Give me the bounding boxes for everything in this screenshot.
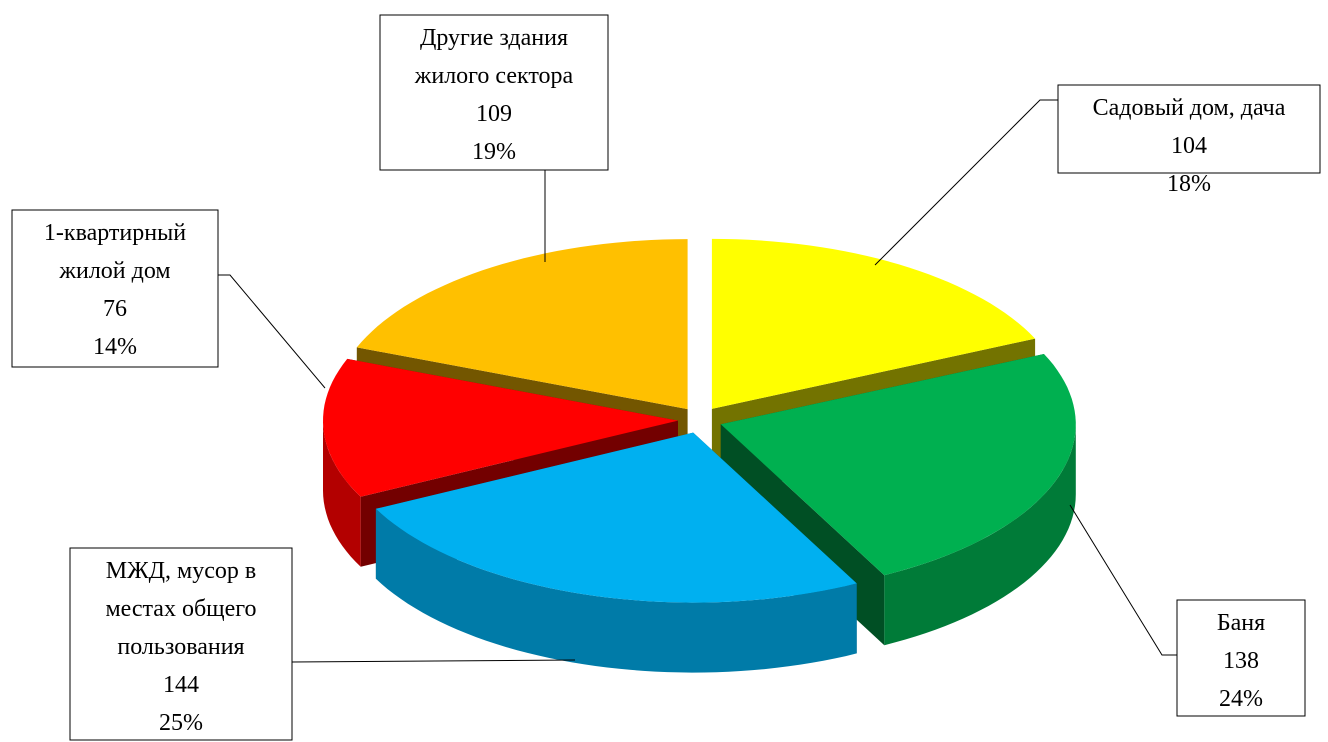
label-percent: 25% [159, 710, 203, 736]
label-line: 1-квартирный [44, 220, 186, 246]
label-percent: 18% [1167, 171, 1211, 197]
label-percent: 19% [472, 139, 516, 165]
label-box [1176, 599, 1306, 717]
label-line: пользования [117, 634, 244, 660]
label-percent: 14% [93, 334, 137, 360]
leader-line [1069, 504, 1177, 656]
label-value: 109 [476, 101, 512, 127]
slice-wall [884, 424, 1076, 646]
label-value: 138 [1223, 648, 1259, 674]
label-name: Другие здания жилого сектора [414, 25, 574, 89]
label-box [1057, 84, 1321, 174]
label-line: Баня [1217, 610, 1265, 636]
label-line: Другие здания [420, 25, 568, 51]
slice-wall [375, 508, 857, 673]
slice [711, 238, 1036, 409]
label-box [11, 209, 219, 368]
label-line: Садовый дом, дача [1093, 95, 1286, 121]
label-line: жилого сектора [414, 63, 574, 89]
leader-line [218, 274, 326, 389]
label-line: МЖД, мусор в [106, 558, 256, 584]
label-box [379, 14, 609, 171]
label-value: 144 [163, 672, 199, 698]
label-percent: 24% [1219, 686, 1263, 712]
label-box [69, 547, 293, 741]
slice [375, 432, 857, 603]
slice [720, 354, 1076, 576]
label-line: местах общего [105, 596, 256, 622]
label-name: МЖД, мусор в местах общего пользования [105, 558, 256, 660]
slice [356, 239, 688, 410]
label-name: 1-квартирный жилой дом [44, 220, 186, 284]
label-line: жилой дом [58, 258, 170, 284]
label-name: Садовый дом, дача [1093, 95, 1286, 121]
slice-wall [323, 420, 361, 567]
label-name: Баня [1217, 610, 1265, 636]
leader-line [291, 659, 576, 663]
label-value: 104 [1171, 133, 1207, 159]
label-value: 76 [103, 296, 127, 322]
leader-line [874, 99, 1058, 266]
slice [323, 358, 678, 497]
